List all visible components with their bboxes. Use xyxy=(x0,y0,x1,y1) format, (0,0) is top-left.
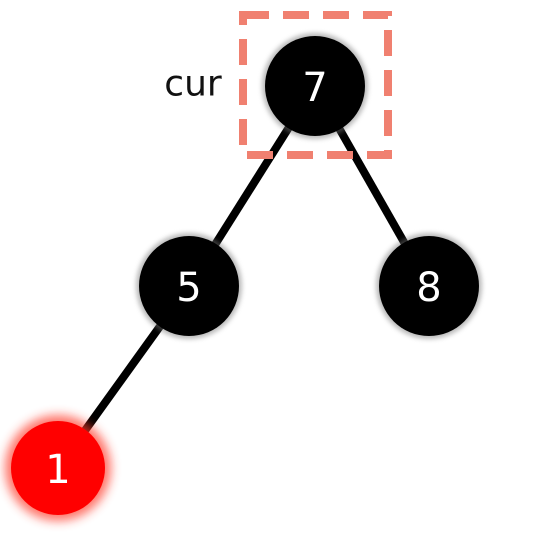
node-value-label: 8 xyxy=(416,265,441,311)
node-circle xyxy=(139,236,239,336)
tree-node-5: 5 xyxy=(136,233,242,339)
node-circle xyxy=(11,421,105,515)
node-value-label: 1 xyxy=(45,447,70,493)
cur-pointer-label: cur xyxy=(164,64,222,105)
tree-node-7: 7 xyxy=(262,33,368,139)
tree-node-1: 1 xyxy=(5,415,111,521)
node-value-label: 7 xyxy=(302,65,327,111)
current-node-highlight-box xyxy=(239,11,392,159)
tree-nodes: 7 5 8 1 xyxy=(5,33,482,521)
node-circle xyxy=(379,236,479,336)
node-circle xyxy=(265,36,365,136)
tree-node-8: 8 xyxy=(376,233,482,339)
node-value-label: 5 xyxy=(176,265,201,311)
